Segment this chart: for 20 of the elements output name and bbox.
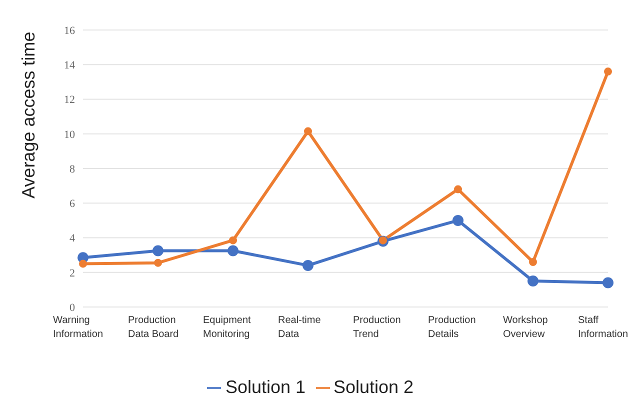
legend-label: Solution 1	[225, 377, 306, 397]
y-tick-label: 12	[64, 94, 75, 106]
y-axis-title: Average access time	[18, 32, 38, 198]
y-tick-label: 8	[70, 163, 76, 176]
y-tick-label: 6	[70, 198, 76, 210]
y-tick-label: 16	[64, 24, 76, 37]
x-tick-label: Production Details	[428, 315, 476, 340]
x-tick-label: Production Data Board	[128, 315, 179, 340]
x-tick-label: Equipment Monitoring	[203, 315, 252, 340]
legend-label: Solution 2	[334, 377, 414, 397]
y-tick-label: 4	[70, 232, 76, 245]
y-tick-label: 14	[64, 60, 76, 72]
x-tick-label: Warning Information	[53, 315, 104, 340]
x-tick-label: Real-time Data	[278, 315, 322, 340]
y-tick-label: 10	[64, 128, 76, 141]
y-tick-label: 2	[70, 267, 75, 280]
x-tick-label: Staff Information	[578, 315, 628, 340]
x-tick-label: Workshop Overview	[503, 315, 548, 340]
y-tick-label: 0	[70, 302, 76, 314]
x-tick-label: Production Trend	[353, 315, 401, 340]
